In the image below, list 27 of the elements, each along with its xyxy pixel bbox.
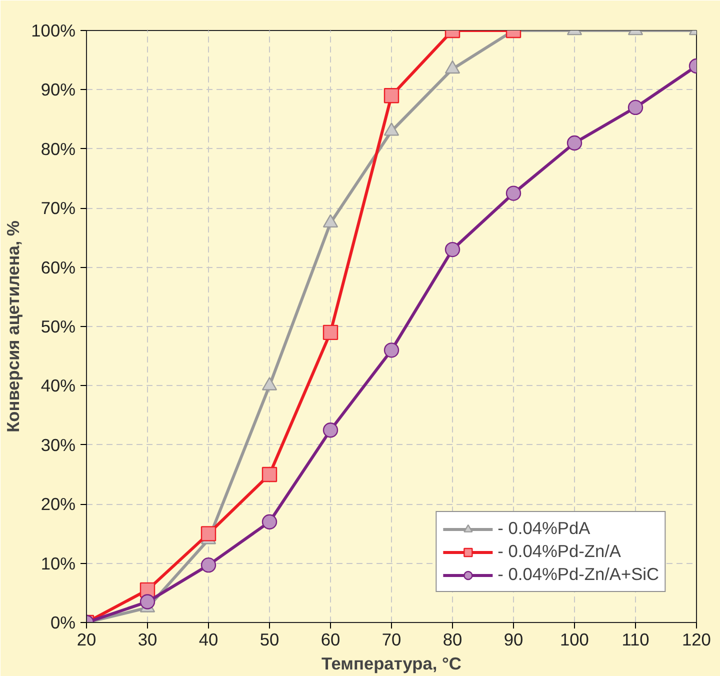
y-tick-label: 100% xyxy=(31,20,76,40)
x-tick-label: 40 xyxy=(198,630,218,650)
x-tick-label: 80 xyxy=(442,630,462,650)
x-tick-label: 20 xyxy=(76,630,96,650)
y-tick-label: 10% xyxy=(40,553,76,574)
y-tick-label: 50% xyxy=(40,316,76,336)
y-tick-label: 60% xyxy=(40,257,76,278)
legend-label: - 0.04%Pd-Zn/A xyxy=(498,541,621,562)
y-tick-label: 90% xyxy=(40,80,76,100)
x-tick-label: 30 xyxy=(138,630,158,650)
x-tick-label: 50 xyxy=(260,630,280,650)
y-tick-label: 40% xyxy=(40,376,76,396)
x-tick-label: 90 xyxy=(504,630,524,650)
x-tick-label: 100 xyxy=(560,630,589,650)
y-axis-title: Конверсия ацетилена, % xyxy=(3,220,24,432)
legend-label: - 0.04%PdA xyxy=(498,518,590,539)
y-tick-label: 20% xyxy=(40,494,76,514)
y-tick-label: 0% xyxy=(50,612,76,632)
legend-label: - 0.04%Pd-Zn/A+SiC xyxy=(498,564,659,585)
y-tick-label: 30% xyxy=(40,434,76,455)
x-tick-label: 110 xyxy=(622,630,650,650)
y-tick-label: 70% xyxy=(40,198,76,218)
x-tick-label: 70 xyxy=(382,630,402,650)
x-axis-title: Температура, °C xyxy=(322,654,462,674)
y-tick-label: 80% xyxy=(40,138,76,159)
x-tick-label: 60 xyxy=(320,630,340,650)
x-tick-label: 120 xyxy=(682,630,711,650)
